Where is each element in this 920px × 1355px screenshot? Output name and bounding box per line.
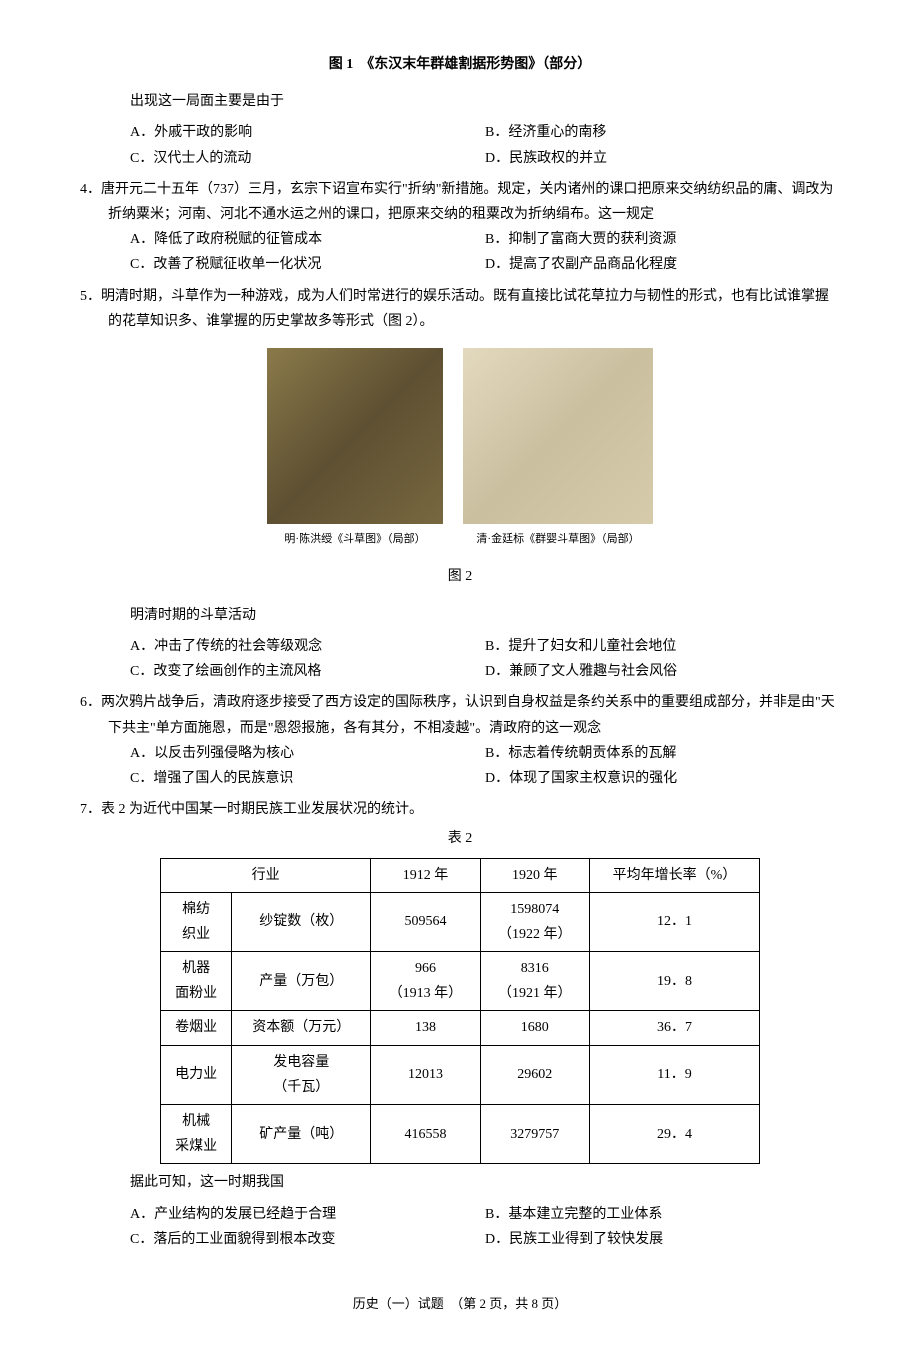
q4-option-d: D．提高了农副产品商品化程度 bbox=[485, 252, 840, 277]
q5-option-d: D．兼顾了文人雅趣与社会风俗 bbox=[485, 659, 840, 684]
q5-text: 明清时期，斗草作为一种游戏，成为人们时常进行的娱乐活动。既有直接比试花草拉力与韧… bbox=[101, 289, 829, 329]
table-row: 棉纺织业 纱锭数（枚） 509564 1598074（1922 年） 12．1 bbox=[161, 892, 760, 951]
q7-table: 行业 1912 年 1920 年 平均年增长率（%） 棉纺织业 纱锭数（枚） 5… bbox=[160, 858, 760, 1165]
q7-option-a: A．产业结构的发展已经趋于合理 bbox=[130, 1202, 485, 1227]
cell: 509564 bbox=[371, 892, 480, 951]
q5-option-c: C．改变了绘画创作的主流风格 bbox=[130, 659, 485, 684]
q6-options-row-2: C．增强了国人的民族意识 D．体现了国家主权意识的强化 bbox=[130, 766, 840, 791]
q7-option-b: B．基本建立完整的工业体系 bbox=[485, 1202, 840, 1227]
q6-option-b: B．标志着传统朝贡体系的瓦解 bbox=[485, 741, 840, 766]
cell: 11．9 bbox=[589, 1045, 759, 1104]
cell: 棉纺织业 bbox=[161, 892, 232, 951]
q5-image-1 bbox=[267, 348, 443, 524]
q6-option-d: D．体现了国家主权意识的强化 bbox=[485, 766, 840, 791]
cell: 1598074（1922 年） bbox=[480, 892, 589, 951]
q3-options-row-1: A．外戚干政的影响 B．经济重心的南移 bbox=[130, 120, 840, 145]
q3-stem: 出现这一局面主要是由于 bbox=[130, 89, 840, 114]
cell: 产量（万包） bbox=[232, 952, 371, 1011]
table-header-row: 行业 1912 年 1920 年 平均年增长率（%） bbox=[161, 858, 760, 892]
figure-1-caption: 图 1 《东汉末年群雄割据形势图》（部分） bbox=[80, 52, 840, 77]
q6-options-row-1: A．以反击列强侵略为核心 B．标志着传统朝贡体系的瓦解 bbox=[130, 741, 840, 766]
q5: 5．明清时期，斗草作为一种游戏，成为人们时常进行的娱乐活动。既有直接比试花草拉力… bbox=[80, 284, 840, 685]
table-row: 机器面粉业 产量（万包） 966（1913 年） 8316（1921 年） 19… bbox=[161, 952, 760, 1011]
q4-text: 唐开元二十五年（737）三月，玄宗下诏宣布实行"折纳"新措施。规定，关内诸州的课… bbox=[101, 182, 833, 222]
cell: 矿产量（吨） bbox=[232, 1105, 371, 1164]
q7-option-d: D．民族工业得到了较快发展 bbox=[485, 1227, 840, 1252]
table-row: 卷烟业 资本额（万元） 138 1680 36．7 bbox=[161, 1011, 760, 1045]
cell: 机械采煤业 bbox=[161, 1105, 232, 1164]
q7: 7．表 2 为近代中国某一时期民族工业发展状况的统计。 表 2 行业 1912 … bbox=[80, 797, 840, 1252]
q6-option-a: A．以反击列强侵略为核心 bbox=[130, 741, 485, 766]
q7-options-row-1: A．产业结构的发展已经趋于合理 B．基本建立完整的工业体系 bbox=[130, 1202, 840, 1227]
q5-option-b: B．提升了妇女和儿童社会地位 bbox=[485, 634, 840, 659]
q5-image-2-caption: 清·金廷标《群婴斗草图》（局部） bbox=[463, 530, 653, 550]
q3-option-a: A．外戚干政的影响 bbox=[130, 120, 485, 145]
q7-options-row-2: C．落后的工业面貌得到根本改变 D．民族工业得到了较快发展 bbox=[130, 1227, 840, 1252]
cell: 416558 bbox=[371, 1105, 480, 1164]
table-row: 机械采煤业 矿产量（吨） 416558 3279757 29．4 bbox=[161, 1105, 760, 1164]
th-1912: 1912 年 bbox=[371, 858, 480, 892]
cell: 资本额（万元） bbox=[232, 1011, 371, 1045]
q4-option-a: A．降低了政府税赋的征管成本 bbox=[130, 227, 485, 252]
q4-options-row-2: C．改善了税赋征收单一化状况 D．提高了农副产品商品化程度 bbox=[130, 252, 840, 277]
q5-figure-label: 图 2 bbox=[80, 564, 840, 589]
q5-options-row-1: A．冲击了传统的社会等级观念 B．提升了妇女和儿童社会地位 bbox=[130, 634, 840, 659]
q6-num: 6． bbox=[80, 695, 101, 710]
q5-image-1-caption: 明·陈洪绶《斗草图》（局部） bbox=[267, 530, 443, 550]
th-growth: 平均年增长率（%） bbox=[589, 858, 759, 892]
q6-text: 两次鸦片战争后，清政府逐步接受了西方设定的国际秩序，认识到自身权益是条约关系中的… bbox=[101, 695, 835, 735]
q5-stem: 明清时期的斗草活动 bbox=[130, 603, 840, 628]
th-1920: 1920 年 bbox=[480, 858, 589, 892]
cell: 19．8 bbox=[589, 952, 759, 1011]
cell: 发电容量（千瓦） bbox=[232, 1045, 371, 1104]
cell: 29602 bbox=[480, 1045, 589, 1104]
q3-option-b: B．经济重心的南移 bbox=[485, 120, 840, 145]
q5-image-captions: 明·陈洪绶《斗草图》（局部） 清·金廷标《群婴斗草图》（局部） bbox=[80, 530, 840, 550]
q7-stem: 据此可知，这一时期我国 bbox=[130, 1170, 840, 1195]
cell: 3279757 bbox=[480, 1105, 589, 1164]
q4-options-row-1: A．降低了政府税赋的征管成本 B．抑制了富商大贾的获利资源 bbox=[130, 227, 840, 252]
q5-option-a: A．冲击了传统的社会等级观念 bbox=[130, 634, 485, 659]
cell: 电力业 bbox=[161, 1045, 232, 1104]
cell: 12．1 bbox=[589, 892, 759, 951]
cell: 36．7 bbox=[589, 1011, 759, 1045]
q7-option-c: C．落后的工业面貌得到根本改变 bbox=[130, 1227, 485, 1252]
q4-num: 4． bbox=[80, 182, 101, 197]
q3-option-d: D．民族政权的并立 bbox=[485, 146, 840, 171]
cell: 12013 bbox=[371, 1045, 480, 1104]
q5-images bbox=[80, 348, 840, 524]
cell: 机器面粉业 bbox=[161, 952, 232, 1011]
table-row: 电力业 发电容量（千瓦） 12013 29602 11．9 bbox=[161, 1045, 760, 1104]
q5-options-row-2: C．改变了绘画创作的主流风格 D．兼顾了文人雅趣与社会风俗 bbox=[130, 659, 840, 684]
q7-num: 7． bbox=[80, 802, 101, 817]
cell: 29．4 bbox=[589, 1105, 759, 1164]
cell: 966（1913 年） bbox=[371, 952, 480, 1011]
cell: 卷烟业 bbox=[161, 1011, 232, 1045]
cell: 纱锭数（枚） bbox=[232, 892, 371, 951]
th-industry: 行业 bbox=[161, 858, 371, 892]
q7-text: 表 2 为近代中国某一时期民族工业发展状况的统计。 bbox=[101, 802, 423, 817]
q7-table-label: 表 2 bbox=[80, 826, 840, 851]
cell: 1680 bbox=[480, 1011, 589, 1045]
q4: 4．唐开元二十五年（737）三月，玄宗下诏宣布实行"折纳"新措施。规定，关内诸州… bbox=[80, 177, 840, 278]
cell: 138 bbox=[371, 1011, 480, 1045]
q6: 6．两次鸦片战争后，清政府逐步接受了西方设定的国际秩序，认识到自身权益是条约关系… bbox=[80, 690, 840, 791]
q5-num: 5． bbox=[80, 289, 101, 304]
q3-option-c: C．汉代士人的流动 bbox=[130, 146, 485, 171]
q3-options-row-2: C．汉代士人的流动 D．民族政权的并立 bbox=[130, 146, 840, 171]
q5-image-2 bbox=[463, 348, 653, 524]
q4-option-c: C．改善了税赋征收单一化状况 bbox=[130, 252, 485, 277]
cell: 8316（1921 年） bbox=[480, 952, 589, 1011]
page-footer: 历史（一）试题 （第 2 页，共 8 页） bbox=[80, 1292, 840, 1315]
q4-option-b: B．抑制了富商大贾的获利资源 bbox=[485, 227, 840, 252]
q6-option-c: C．增强了国人的民族意识 bbox=[130, 766, 485, 791]
